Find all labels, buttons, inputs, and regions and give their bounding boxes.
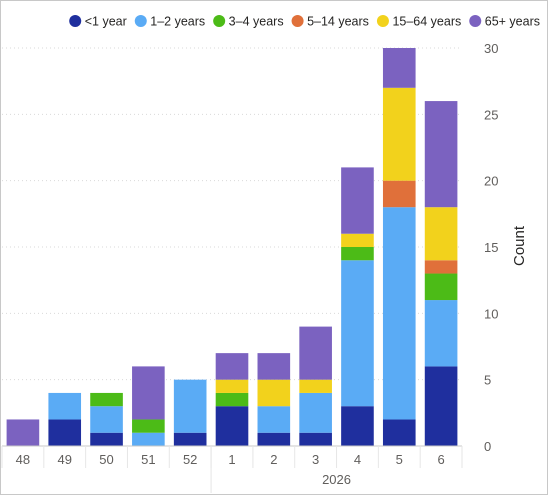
legend-item[interactable]: 65+ years [469,15,540,29]
bar-segment[interactable] [90,432,123,446]
legend-swatch-icon [469,15,482,27]
bar-segment[interactable] [299,326,332,380]
x-tick-label: 51 [141,452,155,467]
legend[interactable]: <1 year 1–2 years 3–4 years 5–14 years 15–64… [69,15,540,29]
x-axis: 48 49 50 51 52 1 2 3 4 5 6 2026 [1,445,463,493]
bar-segment[interactable] [424,260,458,274]
bar-segment[interactable] [215,353,249,380]
bar-segment[interactable] [382,48,416,88]
bars[interactable] [6,48,458,446]
y-tick-label: 5 [484,373,491,388]
bar-segment[interactable] [48,392,82,420]
bar-segment[interactable] [173,379,207,433]
x-tick-label: 49 [57,452,71,467]
bar-segment[interactable] [424,366,458,446]
x-tick-label: 52 [183,452,197,467]
legend-swatch-icon [376,15,389,27]
legend-label: 65+ years [485,15,540,29]
legend-swatch-icon [213,15,226,27]
legend-item[interactable]: 15–64 years [376,15,461,29]
bar-segment[interactable] [215,406,249,446]
legend-swatch-icon [69,15,82,27]
y-tick-label: 25 [484,107,498,122]
bar-segment[interactable] [257,353,291,380]
bar-segment[interactable] [90,406,123,433]
bar-segment[interactable] [424,300,458,367]
x-tick-label: 1 [228,452,235,467]
bar-segment[interactable] [6,419,40,446]
bar-segment[interactable] [382,180,416,208]
legend-swatch-icon [134,15,147,27]
bar-segment[interactable] [424,207,458,261]
bar-segment[interactable] [341,406,374,446]
x-tick-label: 5 [396,452,403,467]
legend-label: 1–2 years [150,15,205,29]
bar-segment[interactable] [215,379,249,393]
bar-segment[interactable] [173,432,207,446]
x-tick-label: 50 [99,452,113,467]
y-axis: 0 5 10 15 20 25 30 [484,41,498,454]
x-group-label: 2026 [322,472,351,487]
bar-segment[interactable] [48,419,82,446]
x-tick-label: 2 [270,452,277,467]
bar-segment[interactable] [382,419,416,446]
bar-segment[interactable] [341,233,374,247]
bar-segment[interactable] [257,432,291,446]
bar-segment[interactable] [132,432,165,446]
x-tick-label: 6 [437,452,444,467]
bar-segment[interactable] [257,379,291,407]
bar-segment[interactable] [341,167,374,234]
legend-item[interactable]: 1–2 years [134,15,205,29]
bar-segment[interactable] [299,379,332,393]
bar-segment[interactable] [299,392,332,433]
y-tick-label: 20 [484,174,498,189]
x-tick-label: 48 [16,452,30,467]
legend-label: 3–4 years [229,15,284,29]
legend-item[interactable]: <1 year [69,15,127,29]
legend-label: <1 year [85,15,127,29]
bar-segment[interactable] [341,260,374,407]
bar-segment[interactable] [382,207,416,420]
y-tick-label: 15 [484,240,498,255]
y-tick-label: 30 [484,41,498,56]
legend-swatch-icon [291,15,304,27]
bar-segment[interactable] [132,419,165,433]
bar-segment[interactable] [382,87,416,181]
bar-segment[interactable] [257,406,291,433]
bar-segment[interactable] [299,432,332,446]
bar-segment[interactable] [132,366,165,420]
x-tick-label: 3 [312,452,319,467]
y-axis-title: Count [511,225,528,266]
y-tick-label: 10 [484,306,498,321]
gridlines [2,47,462,381]
bar-segment[interactable] [424,273,458,301]
legend-item[interactable]: 3–4 years [213,15,284,29]
bar-segment[interactable] [215,392,249,407]
bar-segment[interactable] [341,247,374,261]
legend-item[interactable]: 5–14 years [291,15,369,29]
x-tick-label: 4 [354,452,361,467]
legend-label: 15–64 years [392,15,461,29]
y-tick-label: 0 [484,439,491,454]
bar-segment[interactable] [424,101,458,208]
legend-label: 5–14 years [307,15,369,29]
bar-segment[interactable] [90,392,123,407]
